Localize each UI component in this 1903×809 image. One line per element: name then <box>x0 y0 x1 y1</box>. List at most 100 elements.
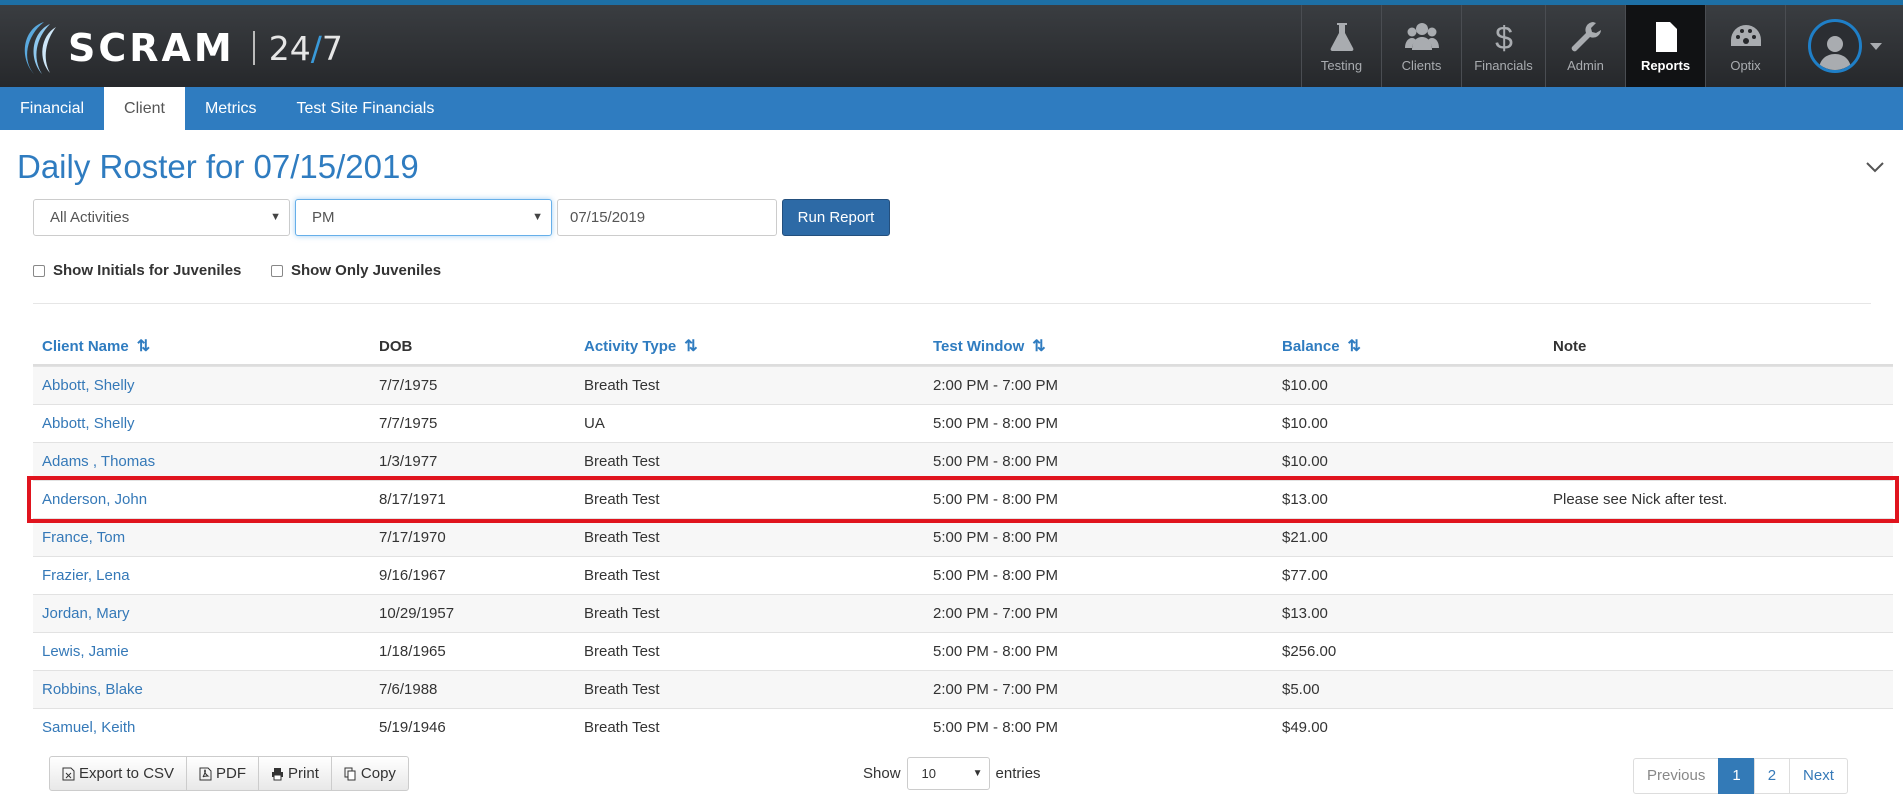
balance-cell: $10.00 <box>1282 453 1328 470</box>
pagination-page-1[interactable]: 1 <box>1718 758 1755 794</box>
client-name-link[interactable]: Robbins, Blake <box>42 681 143 698</box>
client-name-link[interactable]: Abbott, Shelly <box>42 377 135 394</box>
run-report-button[interactable]: Run Report <box>782 199 890 236</box>
table-header: Client Name ⇅ DOB Activity Type ⇅ Test Win… <box>33 328 1893 366</box>
activity-type-cell: Breath Test <box>584 377 660 394</box>
page-title: Daily Roster for 07/15/2019 <box>17 148 419 185</box>
nav-admin[interactable]: Admin <box>1545 5 1625 87</box>
test-window-cell: 5:00 PM - 8:00 PM <box>933 415 1059 432</box>
dashboard-icon <box>1730 24 1761 46</box>
balance-cell: $10.00 <box>1282 377 1328 394</box>
pagination: Previous 1 2 Next <box>1633 758 1848 794</box>
tab-metrics[interactable]: Metrics <box>204 100 257 117</box>
sort-icon[interactable]: ⇅ <box>136 338 151 355</box>
client-name-link[interactable]: Frazier, Lena <box>42 567 130 584</box>
client-name-link[interactable]: Anderson, John <box>42 491 148 508</box>
checkbox-box[interactable] <box>33 264 45 277</box>
activity-type-cell: Breath Test <box>584 491 660 508</box>
client-name-link[interactable]: Samuel, Keith <box>42 719 136 736</box>
show-only-juveniles-checkbox[interactable]: Show Only Juveniles <box>271 262 441 279</box>
wrench-icon <box>1571 21 1601 51</box>
nav-clients[interactable]: Clients <box>1381 5 1461 87</box>
checkbox-box[interactable] <box>271 264 283 277</box>
tab-client[interactable]: Client <box>104 87 185 130</box>
dob-cell: 8/17/1971 <box>379 491 446 508</box>
copy-button[interactable]: Copy <box>330 756 409 791</box>
document-icon <box>1655 21 1677 52</box>
pagination-next[interactable]: Next <box>1789 758 1848 794</box>
show-initials-checkbox[interactable]: Show Initials for Juveniles <box>33 262 241 279</box>
user-menu[interactable] <box>1785 5 1903 87</box>
balance-cell: $256.00 <box>1282 643 1337 660</box>
balance-cell: $10.00 <box>1282 415 1328 432</box>
test-window-cell: 2:00 PM - 7:00 PM <box>933 377 1059 394</box>
dob-cell: 7/6/1988 <box>379 681 438 698</box>
dropdown-arrow-icon: ▼ <box>532 211 543 223</box>
dropdown-arrow-icon: ▼ <box>972 768 983 779</box>
sort-icon[interactable]: ⇅ <box>1032 338 1046 355</box>
balance-cell: $77.00 <box>1282 567 1328 584</box>
dob-cell: 7/7/1975 <box>379 377 438 394</box>
table-row: Abbott, Shelly 7/7/1975 UA 5:00 PM - 8:00 P… <box>33 404 1893 442</box>
file-excel-icon <box>62 767 75 780</box>
print-button[interactable]: Print <box>258 756 332 791</box>
export-csv-button[interactable]: Export to CSV <box>49 756 188 791</box>
divider <box>33 303 1871 304</box>
column-header-client-name[interactable]: Client Name ⇅ <box>42 338 151 355</box>
table-row: Samuel, Keith 5/19/1946 Breath Test 5:00 PM… <box>33 708 1893 746</box>
test-window-cell: 5:00 PM - 8:00 PM <box>933 453 1059 470</box>
date-input[interactable]: 07/15/2019 <box>557 199 777 236</box>
table-row: Lewis, Jamie 1/18/1965 Breath Test 5:00 PM … <box>33 632 1893 670</box>
client-name-link[interactable]: Abbott, Shelly <box>42 415 135 432</box>
nav-optix[interactable]: Optix <box>1705 5 1785 87</box>
logo-247: 24/7 <box>268 28 343 68</box>
dob-cell: 9/16/1967 <box>379 567 446 584</box>
period-select[interactable]: PM ▼ <box>295 199 552 236</box>
client-name-link[interactable]: Lewis, Jamie <box>42 643 129 660</box>
sort-icon[interactable]: ⇅ <box>1347 338 1361 355</box>
svg-text:$: $ <box>1495 20 1513 54</box>
tab-financial[interactable]: Financial <box>20 100 85 117</box>
pagination-page-2[interactable]: 2 <box>1753 758 1791 794</box>
nav-testing[interactable]: Testing <box>1301 5 1381 87</box>
export-button-group: Export to CSV PDF Print Copy <box>49 756 409 791</box>
test-window-cell: 5:00 PM - 8:00 PM <box>933 529 1059 546</box>
table-row: Adams , Thomas 1/3/1977 Breath Test 5:00 PM… <box>33 442 1893 480</box>
client-name-link[interactable]: France, Tom <box>42 529 126 546</box>
tab-test-site-financials[interactable]: Test Site Financials <box>296 100 435 117</box>
table-row: Anderson, John 8/17/1971 Breath Test 5:00 P… <box>33 480 1893 518</box>
sort-icon[interactable]: ⇅ <box>684 338 698 355</box>
flask-icon <box>1330 22 1353 51</box>
activity-type-cell: Breath Test <box>584 453 660 470</box>
table-body: Abbott, Shelly 7/7/1975 Breath Test 2:00 PM… <box>33 366 1893 746</box>
page-length-control: Show 10 ▼ entries <box>863 757 1041 790</box>
pagination-previous[interactable]: Previous <box>1633 758 1720 794</box>
balance-cell: $5.00 <box>1282 681 1320 698</box>
nav-financials[interactable]: $ Financials <box>1461 5 1545 87</box>
column-header-note: Note <box>1553 337 1587 355</box>
column-header-balance[interactable]: Balance ⇅ <box>1282 338 1361 355</box>
balance-cell: $49.00 <box>1282 719 1328 736</box>
client-name-link[interactable]: Adams , Thomas <box>42 453 156 470</box>
client-name-link[interactable]: Jordan, Mary <box>42 605 130 622</box>
collapse-chevron-icon[interactable] <box>1864 156 1886 178</box>
activity-type-cell: Breath Test <box>584 681 660 698</box>
dollar-icon: $ <box>1495 20 1513 54</box>
activity-select[interactable]: All Activities ▼ <box>33 199 290 236</box>
pdf-button[interactable]: PDF <box>186 756 260 791</box>
activity-type-cell: Breath Test <box>584 605 660 622</box>
scram-logo[interactable]: SCRAM 24/7 <box>14 18 343 78</box>
test-window-cell: 5:00 PM - 8:00 PM <box>933 719 1059 736</box>
nav-reports[interactable]: Reports <box>1625 5 1705 87</box>
avatar <box>1807 19 1862 73</box>
balance-cell: $13.00 <box>1282 491 1328 508</box>
dropdown-arrow-icon: ▼ <box>270 211 281 223</box>
reports-subnav: Financial Client Metrics Test Site Finan… <box>0 87 1903 130</box>
page-length-select[interactable]: 10 ▼ <box>906 757 990 790</box>
test-window-cell: 2:00 PM - 7:00 PM <box>933 681 1059 698</box>
column-header-activity-type[interactable]: Activity Type ⇅ <box>584 338 698 355</box>
activity-type-cell: UA <box>584 415 605 432</box>
test-window-cell: 5:00 PM - 8:00 PM <box>933 567 1059 584</box>
column-header-test-window[interactable]: Test Window ⇅ <box>933 338 1046 355</box>
table-row: Frazier, Lena 9/16/1967 Breath Test 5:00 PM… <box>33 556 1893 594</box>
